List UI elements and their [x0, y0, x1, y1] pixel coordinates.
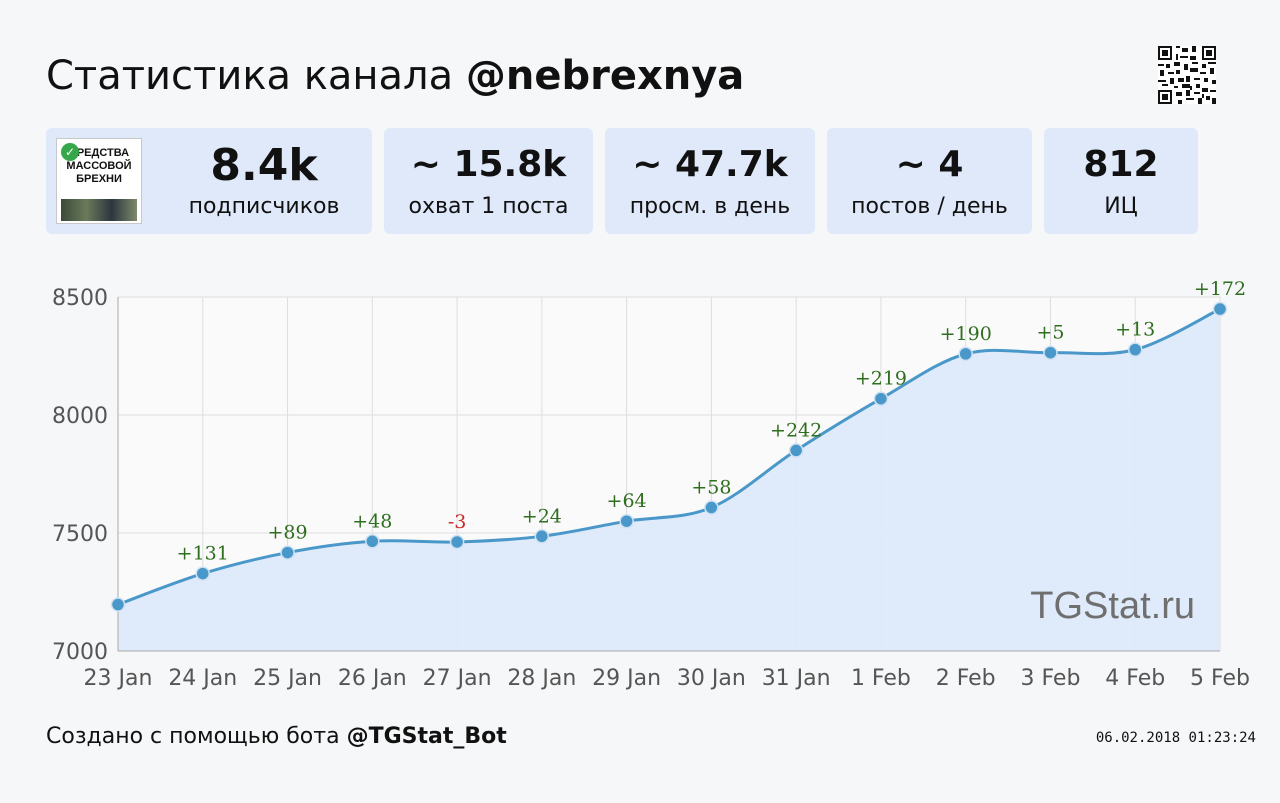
reach-value: ~ 15.8k — [410, 144, 567, 185]
x-tick-label: 5 Feb — [1190, 666, 1250, 691]
qr-code-icon — [1158, 46, 1216, 104]
data-label: +64 — [607, 490, 647, 512]
data-label: +5 — [1036, 322, 1064, 344]
x-tick-label: 27 Jan — [423, 666, 492, 691]
data-point — [1127, 342, 1143, 357]
data-point — [1212, 301, 1228, 317]
title-prefix: Статистика канала — [46, 53, 454, 99]
data-label: +24 — [522, 505, 562, 527]
x-tick-label: 30 Jan — [677, 666, 746, 691]
data-label: +172 — [1194, 278, 1246, 300]
data-point — [280, 545, 295, 560]
x-tick-label: 24 Jan — [168, 666, 237, 691]
subscribers-label: подписчиков — [188, 194, 340, 219]
avatar-photo — [61, 199, 137, 221]
x-tick-label: 1 Feb — [851, 666, 911, 691]
stat-posts-per-day: ~ 4 постов / день — [827, 128, 1032, 234]
data-label: -3 — [448, 511, 467, 533]
data-label: +89 — [267, 522, 307, 544]
y-tick-label: 7500 — [52, 522, 108, 547]
data-point — [788, 443, 804, 458]
data-point — [534, 529, 550, 544]
page-title: Статистика канала @nebrexnya — [46, 52, 744, 100]
stat-daily-views: ~ 47.7k просм. в день — [605, 128, 815, 234]
daily-views-value: ~ 47.7k — [632, 144, 788, 185]
posts-per-day-value: ~ 4 — [895, 144, 964, 185]
data-label: +190 — [940, 323, 992, 345]
daily-views-label: просм. в день — [629, 194, 791, 219]
x-tick-label: 3 Feb — [1020, 666, 1080, 691]
posts-per-day-label: постов / день — [851, 194, 1008, 219]
x-tick-label: 4 Feb — [1105, 666, 1165, 691]
subscribers-chart: 7000 7500 8000 8500 TGStat.ru 23 Jan 24 Jan +13… — [52, 278, 1250, 691]
x-tick-label: 28 Jan — [507, 666, 576, 691]
avatar-text: СРЕДСТВА МАССОВОЙ БРЕХНИ — [66, 147, 132, 185]
data-point — [449, 534, 465, 550]
data-label: +131 — [177, 543, 229, 565]
y-tick-label: 8000 — [52, 404, 108, 429]
footer-bot-link[interactable]: @TGStat_Bot — [346, 724, 507, 749]
data-point — [619, 513, 634, 529]
citation-index-value: 812 — [1083, 144, 1159, 185]
x-tick-label: 29 Jan — [592, 666, 661, 691]
data-label: +58 — [691, 477, 731, 499]
data-point — [110, 597, 126, 612]
y-tick-label: 8500 — [52, 286, 108, 311]
stat-subscribers: СРЕДСТВА МАССОВОЙ БРЕХНИ ✓ 8.4k подписчи… — [46, 128, 372, 234]
watermark: TGStat.ru — [1030, 585, 1195, 627]
data-point — [1043, 345, 1058, 360]
data-point — [195, 566, 211, 581]
x-tick-label: 25 Jan — [253, 666, 322, 691]
data-label: +48 — [352, 510, 392, 532]
channel-handle: @nebrexnya — [465, 53, 745, 99]
stat-reach: ~ 15.8k охват 1 поста — [384, 128, 593, 234]
reach-label: охват 1 поста — [408, 194, 569, 219]
footer-credit: Создано с помощью бота @TGStat_Bot — [46, 724, 507, 749]
y-tick-label: 7000 — [52, 640, 108, 665]
channel-avatar: СРЕДСТВА МАССОВОЙ БРЕХНИ ✓ — [56, 138, 142, 224]
x-tick-label: 2 Feb — [936, 666, 996, 691]
footer-timestamp: 06.02.2018 01:23:24 — [1095, 730, 1256, 746]
x-tick-label: 31 Jan — [762, 666, 831, 691]
footer-text: Создано с помощью бота — [46, 724, 340, 749]
citation-index-label: ИЦ — [1104, 194, 1138, 219]
x-tick-label: 26 Jan — [338, 666, 407, 691]
data-label: +13 — [1115, 319, 1155, 341]
data-point — [704, 500, 719, 515]
data-point — [365, 534, 380, 549]
data-point — [958, 346, 973, 362]
data-label: +242 — [770, 419, 822, 441]
verified-check-icon: ✓ — [61, 143, 79, 161]
subscribers-value: 8.4k — [210, 140, 318, 191]
data-point — [873, 391, 889, 406]
x-tick-label: 23 Jan — [84, 666, 153, 691]
stat-citation-index: 812 ИЦ — [1044, 128, 1198, 234]
series-line — [117, 307, 1221, 606]
data-label: +219 — [855, 368, 907, 390]
area-fill — [118, 309, 1220, 651]
